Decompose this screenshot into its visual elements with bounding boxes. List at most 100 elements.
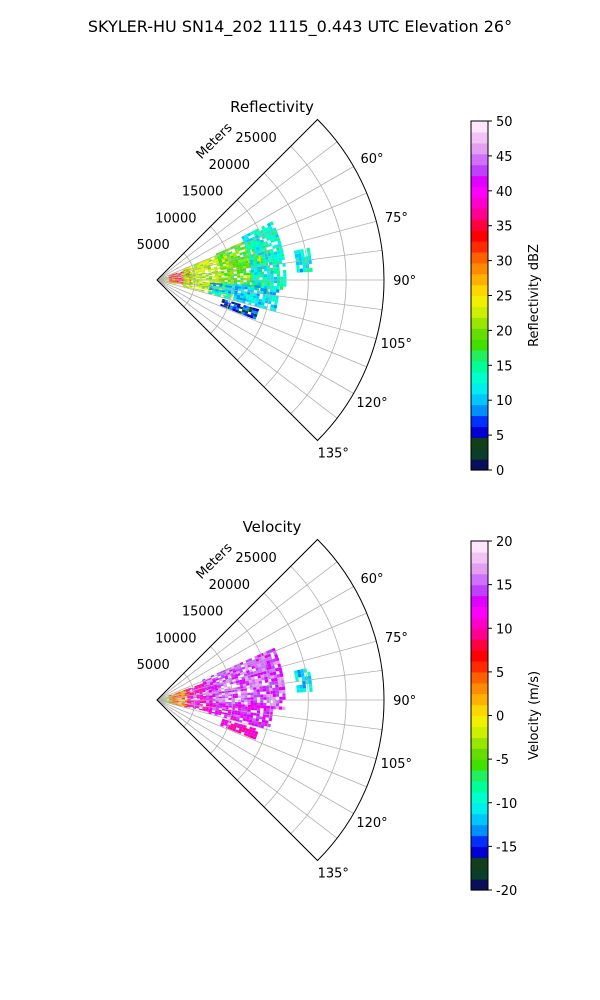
echo-cell	[214, 688, 219, 691]
echo-cell	[199, 691, 203, 693]
echo-cell	[258, 666, 263, 670]
echo-cell	[283, 276, 287, 280]
echo-cell	[262, 688, 267, 692]
colorbar-swatch	[471, 584, 488, 597]
echo-cell	[275, 244, 280, 249]
echo-cell	[297, 673, 302, 678]
echo-cell	[248, 243, 253, 248]
echo-cell	[197, 684, 201, 687]
colorbar-swatch	[471, 835, 488, 847]
echo-cell	[244, 260, 249, 264]
echo-cell	[196, 277, 200, 279]
echo-cell	[234, 280, 238, 283]
echo-cell	[189, 282, 193, 284]
echo-cell	[270, 267, 274, 272]
echo-cell	[208, 677, 212, 681]
radial-axis-label: Meters	[194, 120, 236, 162]
echo-cell	[260, 271, 265, 275]
echo-cell	[266, 285, 271, 289]
echo-cell	[250, 289, 254, 293]
colorbar-swatch	[471, 671, 488, 684]
echo-cell	[268, 258, 273, 263]
echo-cell	[169, 698, 173, 700]
echo-cell	[247, 700, 251, 703]
echo-cell	[234, 249, 239, 253]
echo-cell	[243, 671, 247, 675]
echo-cell	[235, 251, 240, 255]
azimuth-gridline	[156, 279, 367, 368]
echo-cell	[267, 282, 271, 286]
echo-cell	[241, 704, 245, 707]
echo-cell	[238, 259, 242, 263]
echo-cell	[257, 282, 262, 286]
echo-cell	[274, 301, 278, 306]
echo-cell	[230, 246, 234, 250]
echo-cell	[270, 285, 274, 290]
echo-cell	[219, 704, 223, 707]
echo-cell	[277, 680, 282, 684]
echo-cell	[250, 707, 255, 711]
echo-cell	[181, 697, 185, 699]
echo-cell	[239, 306, 244, 310]
echo-cell	[249, 246, 253, 250]
echo-cell	[223, 267, 227, 270]
azimuth-gridline	[156, 279, 377, 340]
echo-cell	[269, 291, 273, 296]
echo-cell	[168, 702, 173, 703]
echo-cell	[228, 705, 232, 708]
echo-cell	[166, 279, 170, 280]
echo-cell	[276, 270, 280, 274]
echo-cell	[308, 679, 312, 684]
echo-cell	[203, 702, 207, 704]
echo-cell	[202, 275, 206, 277]
echo-cell	[214, 292, 219, 295]
echo-cell	[234, 246, 238, 251]
echo-cell	[241, 729, 246, 733]
echo-cell	[203, 697, 207, 699]
echo-cell	[302, 688, 307, 693]
echo-cell	[178, 694, 182, 696]
echo-cell	[260, 285, 264, 289]
echo-cell	[275, 657, 280, 662]
echo-cell	[246, 294, 251, 298]
figure-suptitle: SKYLER-HU SN14_202 1115_0.443 UTC Elevat…	[88, 17, 512, 37]
echo-cell	[274, 298, 279, 303]
echo-cell	[233, 304, 238, 308]
echo-cell	[205, 678, 209, 682]
echo-cell	[228, 251, 233, 255]
colorbar-swatch	[471, 650, 488, 662]
echo-cell	[237, 702, 242, 705]
colorbar-tick-label: 30	[496, 255, 513, 270]
echo-cell	[253, 692, 257, 695]
echo-cell	[172, 698, 176, 700]
colorbar-swatch	[471, 186, 488, 198]
colorbar-swatch	[471, 868, 488, 880]
echo-cell	[214, 687, 218, 690]
echo-cell	[280, 676, 284, 681]
echo-cell	[267, 274, 271, 278]
echo-cell	[214, 685, 218, 688]
echo-cell	[172, 702, 176, 704]
echo-cell	[277, 677, 281, 681]
echo-cell	[228, 703, 232, 706]
echo-cell	[181, 703, 185, 705]
echo-cell	[257, 675, 262, 679]
echo-cell	[252, 259, 257, 263]
echo-cell	[253, 689, 257, 693]
echo-cell	[253, 261, 257, 265]
echo-cell	[283, 273, 287, 277]
echo-cell	[278, 683, 282, 688]
echo-cell	[220, 254, 224, 258]
echo-cell	[247, 664, 252, 668]
echo-cell	[175, 278, 179, 279]
echo-cell	[205, 694, 210, 697]
reflectivity-panel: Reflectivity 5000 10000 15000 20000 25000Mete…	[137, 98, 542, 479]
echo-cell	[279, 696, 283, 700]
echo-cell	[263, 694, 267, 698]
echo-cell	[168, 694, 172, 697]
echo-cell	[172, 700, 176, 701]
echo-cell	[193, 265, 198, 268]
azimuth-gridline	[156, 249, 383, 281]
echo-cell	[220, 672, 224, 676]
echo-cell	[241, 259, 245, 262]
